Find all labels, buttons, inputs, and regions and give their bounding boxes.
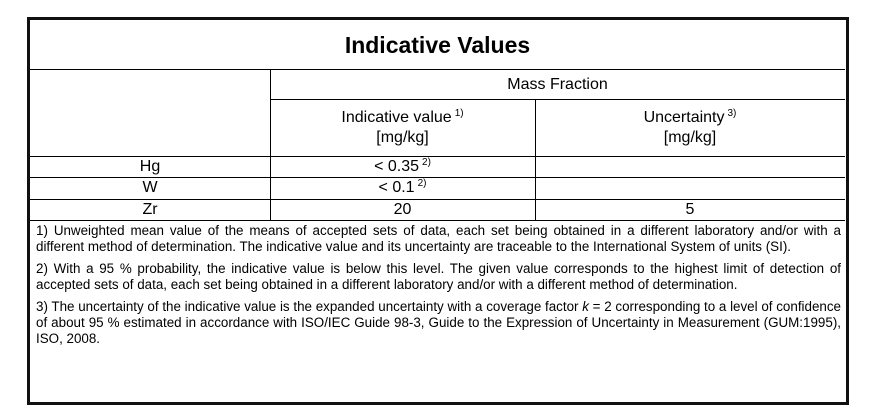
rule <box>30 156 845 157</box>
note-ref: 2) <box>417 178 427 189</box>
column-unit: [mg/kg] <box>663 129 717 146</box>
footnote: 2) With a 95 % probability, the indicati… <box>36 261 841 293</box>
footnote-text: 2) With a 95 % probability, the indicati… <box>36 261 841 292</box>
column-header: Uncertainty 3) [mg/kg] <box>535 100 845 156</box>
note-ref: 2) <box>422 156 431 168</box>
footnote-text: 1) Unweighted mean value of the means of… <box>36 223 841 254</box>
footnote-symbol: k <box>582 299 589 314</box>
element-cell: Zr <box>142 201 158 218</box>
table-title: Indicative Values <box>344 31 531 58</box>
rule <box>30 69 845 70</box>
note-ref: 1) <box>454 108 464 119</box>
rule <box>30 199 845 200</box>
value: < 0.1 <box>378 179 415 196</box>
column-label: Indicative value <box>341 109 452 126</box>
element-cell: Hg <box>139 157 161 175</box>
rule <box>30 177 845 178</box>
value-cell: < 0.1 2) <box>270 177 535 199</box>
rule <box>270 99 845 100</box>
value-cell: < 0.35 2) <box>270 156 535 177</box>
footnotes: 1) Unweighted mean value of the means of… <box>36 223 841 353</box>
column-label: Uncertainty <box>643 109 725 126</box>
footnote: 1) Unweighted mean value of the means of… <box>36 223 841 255</box>
footnote-text: 3) The uncertainty of the indicative val… <box>36 299 583 314</box>
element-cell: W <box>142 179 158 196</box>
value-cell: 20 <box>393 201 412 218</box>
uncertainty-cell: 5 <box>685 201 695 218</box>
column-unit: [mg/kg] <box>376 129 429 146</box>
footnote: 3) The uncertainty of the indicative val… <box>36 299 841 347</box>
rule <box>535 99 536 220</box>
value: < 0.35 <box>374 157 420 175</box>
note-ref: 3) <box>727 108 737 119</box>
footnote-text: = 2 corresponding to a level of confiden… <box>36 299 842 346</box>
rule <box>270 69 271 220</box>
group-header: Mass Fraction <box>507 75 608 93</box>
column-header: Indicative value 1) [mg/kg] <box>270 100 535 156</box>
rule <box>30 220 845 221</box>
table-frame <box>27 17 849 405</box>
